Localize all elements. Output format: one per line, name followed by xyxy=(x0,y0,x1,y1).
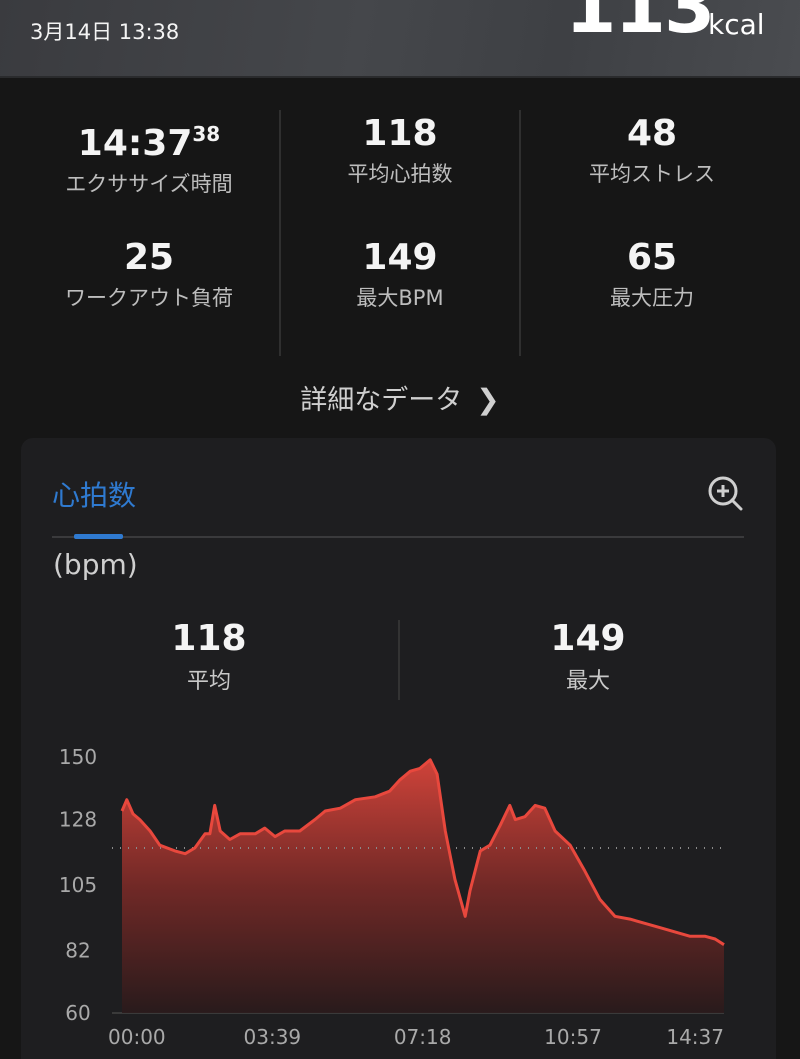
unit-label: (bpm) xyxy=(53,548,138,581)
heart-rate-line xyxy=(120,758,725,946)
summary-value: 149 xyxy=(550,618,626,659)
stat-workout-load: 25 ワークアウト負荷 xyxy=(24,236,274,312)
x-tick-label: 10:57 xyxy=(544,1025,602,1049)
stat-value: 118 xyxy=(362,113,438,154)
stat-label: 最大BPM xyxy=(356,286,444,310)
x-tick-label: 14:37 xyxy=(666,1025,724,1049)
y-tick-label: 60 xyxy=(65,1001,90,1025)
zoom-in-icon[interactable] xyxy=(706,474,744,512)
workout-stats-grid: 14:3738 エクササイズ時間 118 平均心拍数 48 平均ストレス 25 … xyxy=(24,100,776,358)
summary-label: 最大 xyxy=(565,669,610,694)
stat-label: エクササイズ時間 xyxy=(65,172,233,196)
divider xyxy=(519,110,521,356)
workout-header: 3月14日 13:38 113 kcal xyxy=(0,0,800,78)
x-tick-label: 03:39 xyxy=(244,1025,302,1049)
detailed-data-link[interactable]: 詳細なデータ ❯ xyxy=(0,378,800,417)
stat-max-bpm: 149 最大BPM xyxy=(275,236,525,312)
summary-label: 平均 xyxy=(186,669,231,694)
workout-date: 3月14日 13:38 xyxy=(30,20,180,44)
tab-divider xyxy=(52,536,744,538)
summary-average: 118 平均 xyxy=(59,618,359,695)
stat-label: 最大圧力 xyxy=(610,286,694,310)
stat-value: 14:37 xyxy=(77,123,193,164)
tab-heart-rate[interactable]: 心拍数 xyxy=(52,479,137,512)
detailed-data-label: 詳細なデータ xyxy=(300,385,463,416)
stat-label: 平均ストレス xyxy=(589,162,715,186)
y-tick-label: 82 xyxy=(65,938,90,962)
divider xyxy=(398,620,400,700)
divider xyxy=(279,110,281,356)
stat-label: ワークアウト負荷 xyxy=(65,286,233,310)
stat-value: 149 xyxy=(362,237,438,278)
summary-value: 118 xyxy=(171,618,247,659)
stat-avg-stress: 48 平均ストレス xyxy=(527,112,777,188)
chevron-right-icon: ❯ xyxy=(476,383,500,416)
calories-value: 113 xyxy=(565,0,715,50)
x-tick-label: 07:18 xyxy=(394,1025,452,1049)
calories-unit: kcal xyxy=(708,8,765,41)
heart-rate-chart: 150 128 105 82 60 00:00 03:39 07:18 10:57 14:37 xyxy=(59,745,726,1049)
stat-label: 平均心拍数 xyxy=(347,162,453,186)
stat-value: 65 xyxy=(626,237,678,278)
stat-value: 25 xyxy=(123,237,175,278)
summary-max: 149 最大 xyxy=(438,618,738,695)
heart-rate-area xyxy=(122,759,724,1013)
stat-value: 48 xyxy=(626,113,678,154)
stat-max-pressure: 65 最大圧力 xyxy=(527,236,777,312)
y-tick-label: 105 xyxy=(59,873,97,897)
tab-active-indicator xyxy=(74,534,123,539)
stat-avg-heart-rate: 118 平均心拍数 xyxy=(275,112,525,188)
stat-value-seconds: 38 xyxy=(192,122,221,146)
x-tick-label: 00:00 xyxy=(108,1025,166,1049)
y-tick-label: 150 xyxy=(59,745,97,769)
stat-exercise-time: 14:3738 エクササイズ時間 xyxy=(24,112,274,198)
y-tick-label: 128 xyxy=(59,808,97,832)
